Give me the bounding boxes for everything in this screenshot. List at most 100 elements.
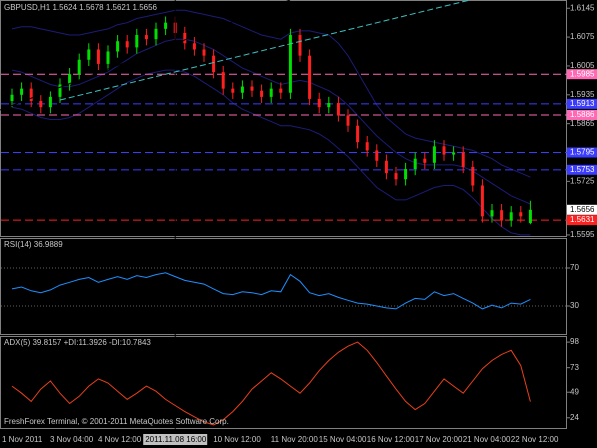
candle-body	[77, 59, 81, 75]
plot-layer: 1.6145 1.6075 1.6005 1.5935 1.5865 1.5725 1.55…	[1, 0, 597, 430]
candle-body	[240, 86, 244, 93]
candle-body	[164, 22, 168, 29]
x-tick-label: 16 Nov 12:00	[367, 435, 415, 444]
candle-body	[135, 35, 139, 48]
candle-body	[509, 212, 513, 221]
adx-title: ADX(5) 39.8157 +DI:11.3926 -DI:10.7843	[4, 338, 151, 347]
x-tick-label: 3 Nov 04:00	[50, 435, 94, 444]
y-tick-label: 1.5865	[570, 119, 595, 128]
y-tick-label: 30	[570, 301, 579, 310]
y-tick-label: 1.6075	[570, 32, 595, 41]
candle-body	[346, 115, 350, 126]
level-label: 1.5913	[570, 99, 595, 108]
candle-body	[327, 103, 331, 108]
series-line	[11, 272, 531, 310]
y-tick-label: 73	[570, 363, 579, 372]
candle-body	[87, 49, 91, 60]
candle-body	[48, 96, 52, 108]
candle-body	[365, 142, 369, 151]
x-tick-label: 10 Nov 12:00	[213, 435, 261, 444]
candle-body	[384, 160, 388, 174]
candle-body	[10, 94, 14, 101]
frames	[0, 0, 567, 429]
y-tick-label: 1.5595	[570, 230, 595, 239]
candle-body	[356, 125, 360, 143]
candle-body	[221, 72, 225, 89]
level-label: 1.5886	[570, 110, 595, 119]
x-tick-label: 2011.11.08 16:00	[145, 435, 207, 444]
level-box	[567, 109, 597, 120]
candle-body	[432, 146, 436, 163]
y-tick-label: 70	[570, 263, 579, 272]
x-tick-label: 1 Nov 2011	[2, 435, 43, 444]
chart-title: GBPUSD,H1 1.5624 1.5678 1.5621 1.5656	[4, 3, 158, 12]
candle-body	[500, 210, 504, 221]
candle-body	[96, 49, 100, 64]
candle-body	[394, 173, 398, 180]
level-box	[567, 147, 597, 158]
y-tick-label: 98	[570, 337, 579, 346]
candle-body	[260, 90, 264, 97]
candle-body	[423, 158, 427, 163]
series-line	[11, 341, 531, 426]
y-tick-label: 1.6145	[570, 3, 595, 12]
candle-body	[125, 41, 129, 48]
level-box	[567, 69, 597, 80]
y-tick-label: 1.5935	[570, 90, 595, 99]
y-tick-label: 49	[570, 387, 579, 396]
candle-body	[39, 100, 43, 108]
x-tick-label: 22 Nov 12:00	[511, 435, 559, 444]
band-line	[11, 38, 531, 205]
candle-body	[68, 74, 72, 85]
candle-body	[192, 43, 196, 50]
candle-body	[269, 88, 273, 97]
trend-line	[59, 0, 471, 101]
candle-body	[452, 152, 456, 155]
candle-body	[528, 209, 532, 223]
x-tick-label: 4 Nov 12:00	[98, 435, 142, 444]
candle-body	[461, 152, 465, 167]
candle-body	[250, 86, 254, 91]
candle-body	[212, 55, 216, 73]
y-tick-label: 1.6005	[570, 61, 595, 70]
candle-body	[116, 41, 120, 52]
candle-body	[308, 55, 312, 99]
candle-body	[144, 35, 148, 40]
candle-body	[106, 51, 110, 64]
candle-body	[288, 35, 292, 93]
candle-body	[375, 150, 379, 161]
x-tick-label: 15 Nov 04:00	[319, 435, 367, 444]
candle-body	[471, 166, 475, 186]
candle-body	[519, 212, 523, 217]
level-label: 1.5795	[570, 148, 595, 157]
level-label: 1.5753	[570, 165, 595, 174]
candle-body	[442, 146, 446, 155]
candle-body	[202, 49, 206, 56]
rsi-title: RSI(14) 36.9889	[4, 240, 63, 249]
level-box	[567, 215, 597, 226]
last-price-box	[567, 204, 597, 215]
crosshair-label-box	[143, 434, 208, 445]
level-label: 1.5985	[570, 69, 595, 78]
candle-body	[490, 210, 494, 217]
candle-body	[298, 35, 302, 56]
x-tick-label: 21 Nov 04:00	[463, 435, 511, 444]
candle-body	[413, 158, 417, 169]
y-tick-label: 1.5725	[570, 176, 595, 185]
last-price-label: 1.5656	[570, 205, 595, 214]
price-frame	[0, 0, 567, 237]
candle-body	[58, 84, 62, 97]
level-box	[567, 164, 597, 175]
candle-body	[154, 28, 158, 40]
footer: FreshForex Terminal, © 2001-2011 MetaQuo…	[4, 417, 229, 426]
adx-frame	[0, 336, 567, 429]
candle-body	[404, 168, 408, 180]
x-tick-label: 11 Nov 20:00	[271, 435, 319, 444]
candle-body	[231, 88, 235, 93]
candle-body	[20, 88, 24, 95]
trend-line	[0, 0, 291, 111]
candle-body	[336, 103, 340, 116]
